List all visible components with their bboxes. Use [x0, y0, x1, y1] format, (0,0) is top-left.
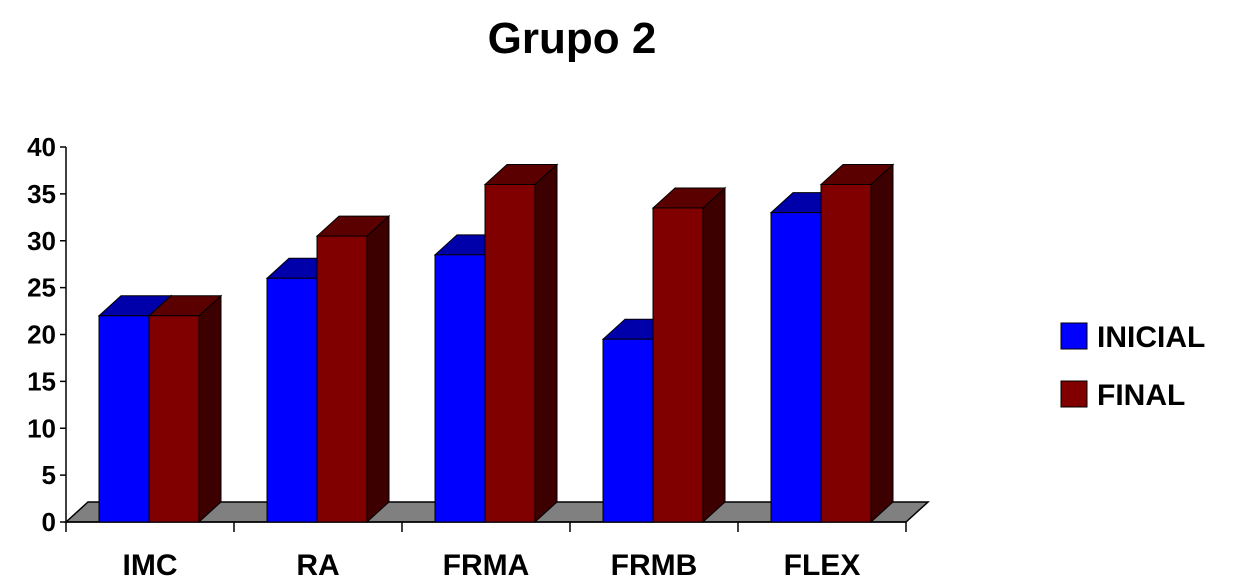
bar-final-frmb	[651, 186, 727, 524]
bar-side-face	[366, 214, 390, 524]
bar-side-face	[702, 186, 726, 524]
bar-front-face	[316, 235, 368, 523]
x-tick-label: FRMA	[443, 549, 530, 582]
x-tick-label: IMC	[123, 549, 178, 582]
x-tick-label: FRMB	[611, 549, 698, 582]
y-tick-label: 40	[27, 132, 56, 162]
bar-front-face	[266, 277, 318, 523]
legend: INICIAL FINAL	[1060, 321, 1205, 412]
y-tick-label: 5	[42, 460, 56, 490]
legend-label-final: FINAL	[1097, 379, 1185, 412]
chart-title: Grupo 2	[488, 14, 657, 63]
bar-final-flex	[819, 163, 895, 524]
bar-front-face	[434, 254, 486, 523]
y-tick-label: 10	[27, 413, 56, 443]
x-tick-labels: IMC RA FRMA FRMB FLEX	[123, 549, 861, 582]
y-tick-label: 0	[42, 507, 56, 537]
bar-front-face	[770, 212, 822, 523]
bar-front-face	[98, 315, 150, 523]
bar-front-face	[820, 184, 872, 523]
bar-side-face	[870, 163, 894, 524]
y-tick-label: 20	[27, 320, 56, 350]
legend-swatch-inicial	[1060, 322, 1088, 350]
bar-front-face	[652, 207, 704, 523]
bar-side-face	[198, 294, 222, 524]
bar-front-face	[148, 315, 200, 523]
y-tick-label: 30	[27, 226, 56, 256]
bars-layer	[97, 163, 895, 524]
x-tick-label: FLEX	[784, 549, 861, 582]
legend-swatch-final	[1060, 380, 1088, 408]
y-tick-label: 35	[27, 179, 56, 209]
x-tick-label: RA	[296, 549, 339, 582]
bar-front-face	[602, 338, 654, 523]
y-tick-label: 15	[27, 366, 56, 396]
bar-side-face	[534, 163, 558, 524]
bar-final-imc	[147, 294, 223, 524]
bar-front-face	[484, 184, 536, 523]
legend-label-inicial: INICIAL	[1097, 321, 1205, 354]
y-tick-label: 25	[27, 273, 56, 303]
bar-final-frma	[483, 163, 559, 524]
bar-final-ra	[315, 214, 391, 524]
axis-layer: 0 5 10 15 20 25 30 35 40	[27, 132, 907, 537]
